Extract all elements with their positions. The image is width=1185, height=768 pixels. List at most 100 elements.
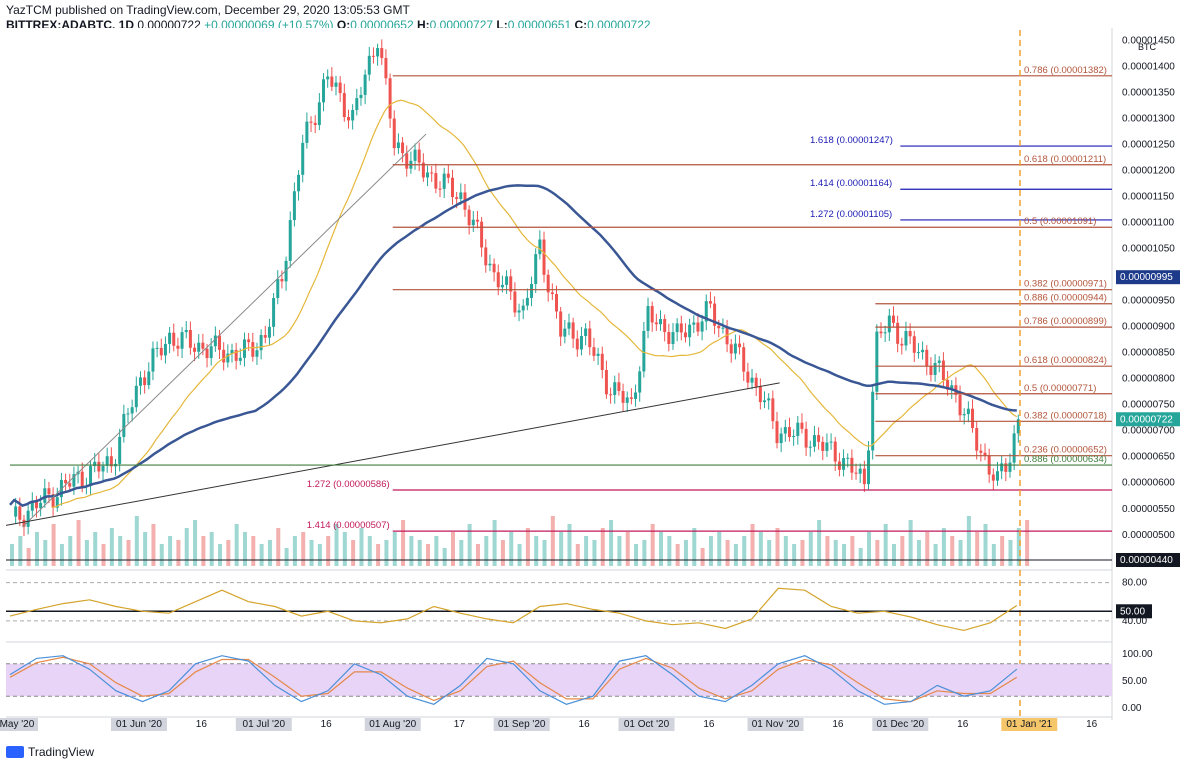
candle-body — [434, 173, 438, 189]
candle-body — [667, 332, 671, 344]
candle-body — [34, 501, 38, 509]
volume-bar — [118, 536, 123, 566]
candle-body — [505, 276, 509, 285]
volume-bar — [908, 520, 913, 566]
volume-bar — [534, 536, 539, 566]
candle-body — [534, 254, 538, 284]
volume-bar — [683, 540, 688, 566]
x-tick-bg — [618, 718, 675, 731]
volume-bar — [384, 540, 389, 566]
candle-body — [663, 319, 667, 333]
candle-body — [488, 263, 492, 266]
volume-bar — [650, 524, 655, 566]
x-tick-label: 16 — [957, 719, 969, 730]
x-tick-bg — [235, 718, 292, 731]
volume-floor-badge-bg — [1116, 553, 1180, 567]
x-tick-bg — [0, 718, 38, 731]
candle-body — [147, 371, 151, 386]
candle-body — [426, 172, 430, 178]
candle-body — [725, 327, 729, 345]
candle-body — [471, 219, 475, 226]
candle-body — [708, 301, 712, 304]
volume-bar — [592, 540, 597, 566]
candle-body — [509, 276, 513, 292]
volume-bar — [126, 540, 131, 566]
candle-body — [733, 343, 737, 354]
candle-body — [346, 117, 350, 121]
candle-body — [513, 291, 517, 313]
candle-body — [309, 121, 313, 123]
candle-body — [763, 400, 767, 403]
fib-level-label: 0.786 (0.00000899) — [1024, 316, 1107, 327]
x-tick-label: 17 — [454, 719, 466, 730]
volume-bar — [475, 544, 480, 566]
candle-body — [617, 382, 621, 392]
candle-body — [609, 394, 613, 396]
candle-body — [180, 332, 184, 349]
candle-body — [1016, 419, 1020, 434]
trendline-support-lower — [5, 382, 780, 526]
x-tick-label: 01 Sep '20 — [498, 719, 546, 730]
candle-body — [413, 149, 417, 161]
candle-body — [342, 93, 346, 118]
tradingview-brand: TradingView — [28, 745, 95, 759]
candle-body — [738, 343, 742, 348]
candle-body — [904, 331, 908, 346]
candle-body — [550, 292, 554, 294]
volume-bar — [733, 544, 738, 566]
volume-bar — [267, 540, 272, 566]
candle-body — [126, 413, 130, 415]
candle-body — [209, 346, 213, 359]
candle-body — [525, 297, 529, 306]
candle-body — [891, 315, 895, 323]
candle-body — [584, 328, 588, 337]
volume-bar — [609, 520, 614, 566]
candle-body — [367, 55, 371, 75]
volume-bar — [417, 540, 422, 566]
candle-body — [696, 322, 700, 332]
tradingview-logo[interactable]: TradingView — [6, 745, 94, 759]
candle-body — [122, 413, 126, 437]
rsi-mid-badge: 50.00 — [1120, 606, 1145, 617]
volume-bar — [634, 544, 639, 566]
candle-body — [871, 391, 875, 451]
candle-body — [359, 94, 363, 99]
candle-body — [134, 385, 138, 408]
candle-body — [542, 239, 546, 275]
volume-bar — [842, 544, 847, 566]
candle-body — [193, 347, 197, 352]
candle-body — [93, 461, 97, 467]
volume-bar — [242, 532, 247, 566]
candle-body — [138, 377, 142, 386]
candle-body — [908, 331, 912, 337]
candle-body — [983, 452, 987, 456]
candle-body — [975, 428, 979, 451]
candle-body — [272, 298, 276, 327]
volume-bar — [725, 540, 730, 566]
candle-body — [804, 428, 808, 448]
volume-bar — [176, 540, 181, 566]
candle-body — [787, 427, 791, 438]
candle-body — [442, 173, 446, 189]
candle-body — [896, 322, 900, 344]
candle-body — [446, 173, 450, 178]
candle-body — [475, 219, 479, 222]
candle-body — [101, 465, 105, 472]
candle-body — [530, 283, 534, 298]
candle-body — [858, 468, 862, 474]
candle-body — [966, 408, 970, 415]
volume-bar — [933, 544, 938, 566]
candle-body — [330, 76, 334, 87]
candle-body — [916, 352, 920, 354]
volume-bar — [10, 544, 14, 566]
ma-50-line — [51, 99, 1018, 509]
candle-body — [808, 446, 812, 448]
candle-body — [89, 466, 93, 486]
volume-bar — [891, 544, 896, 566]
x-tick-bg — [872, 718, 929, 731]
candle-body — [176, 345, 180, 349]
candle-body — [105, 456, 109, 466]
candle-body — [717, 325, 721, 329]
volume-bar — [858, 548, 863, 566]
